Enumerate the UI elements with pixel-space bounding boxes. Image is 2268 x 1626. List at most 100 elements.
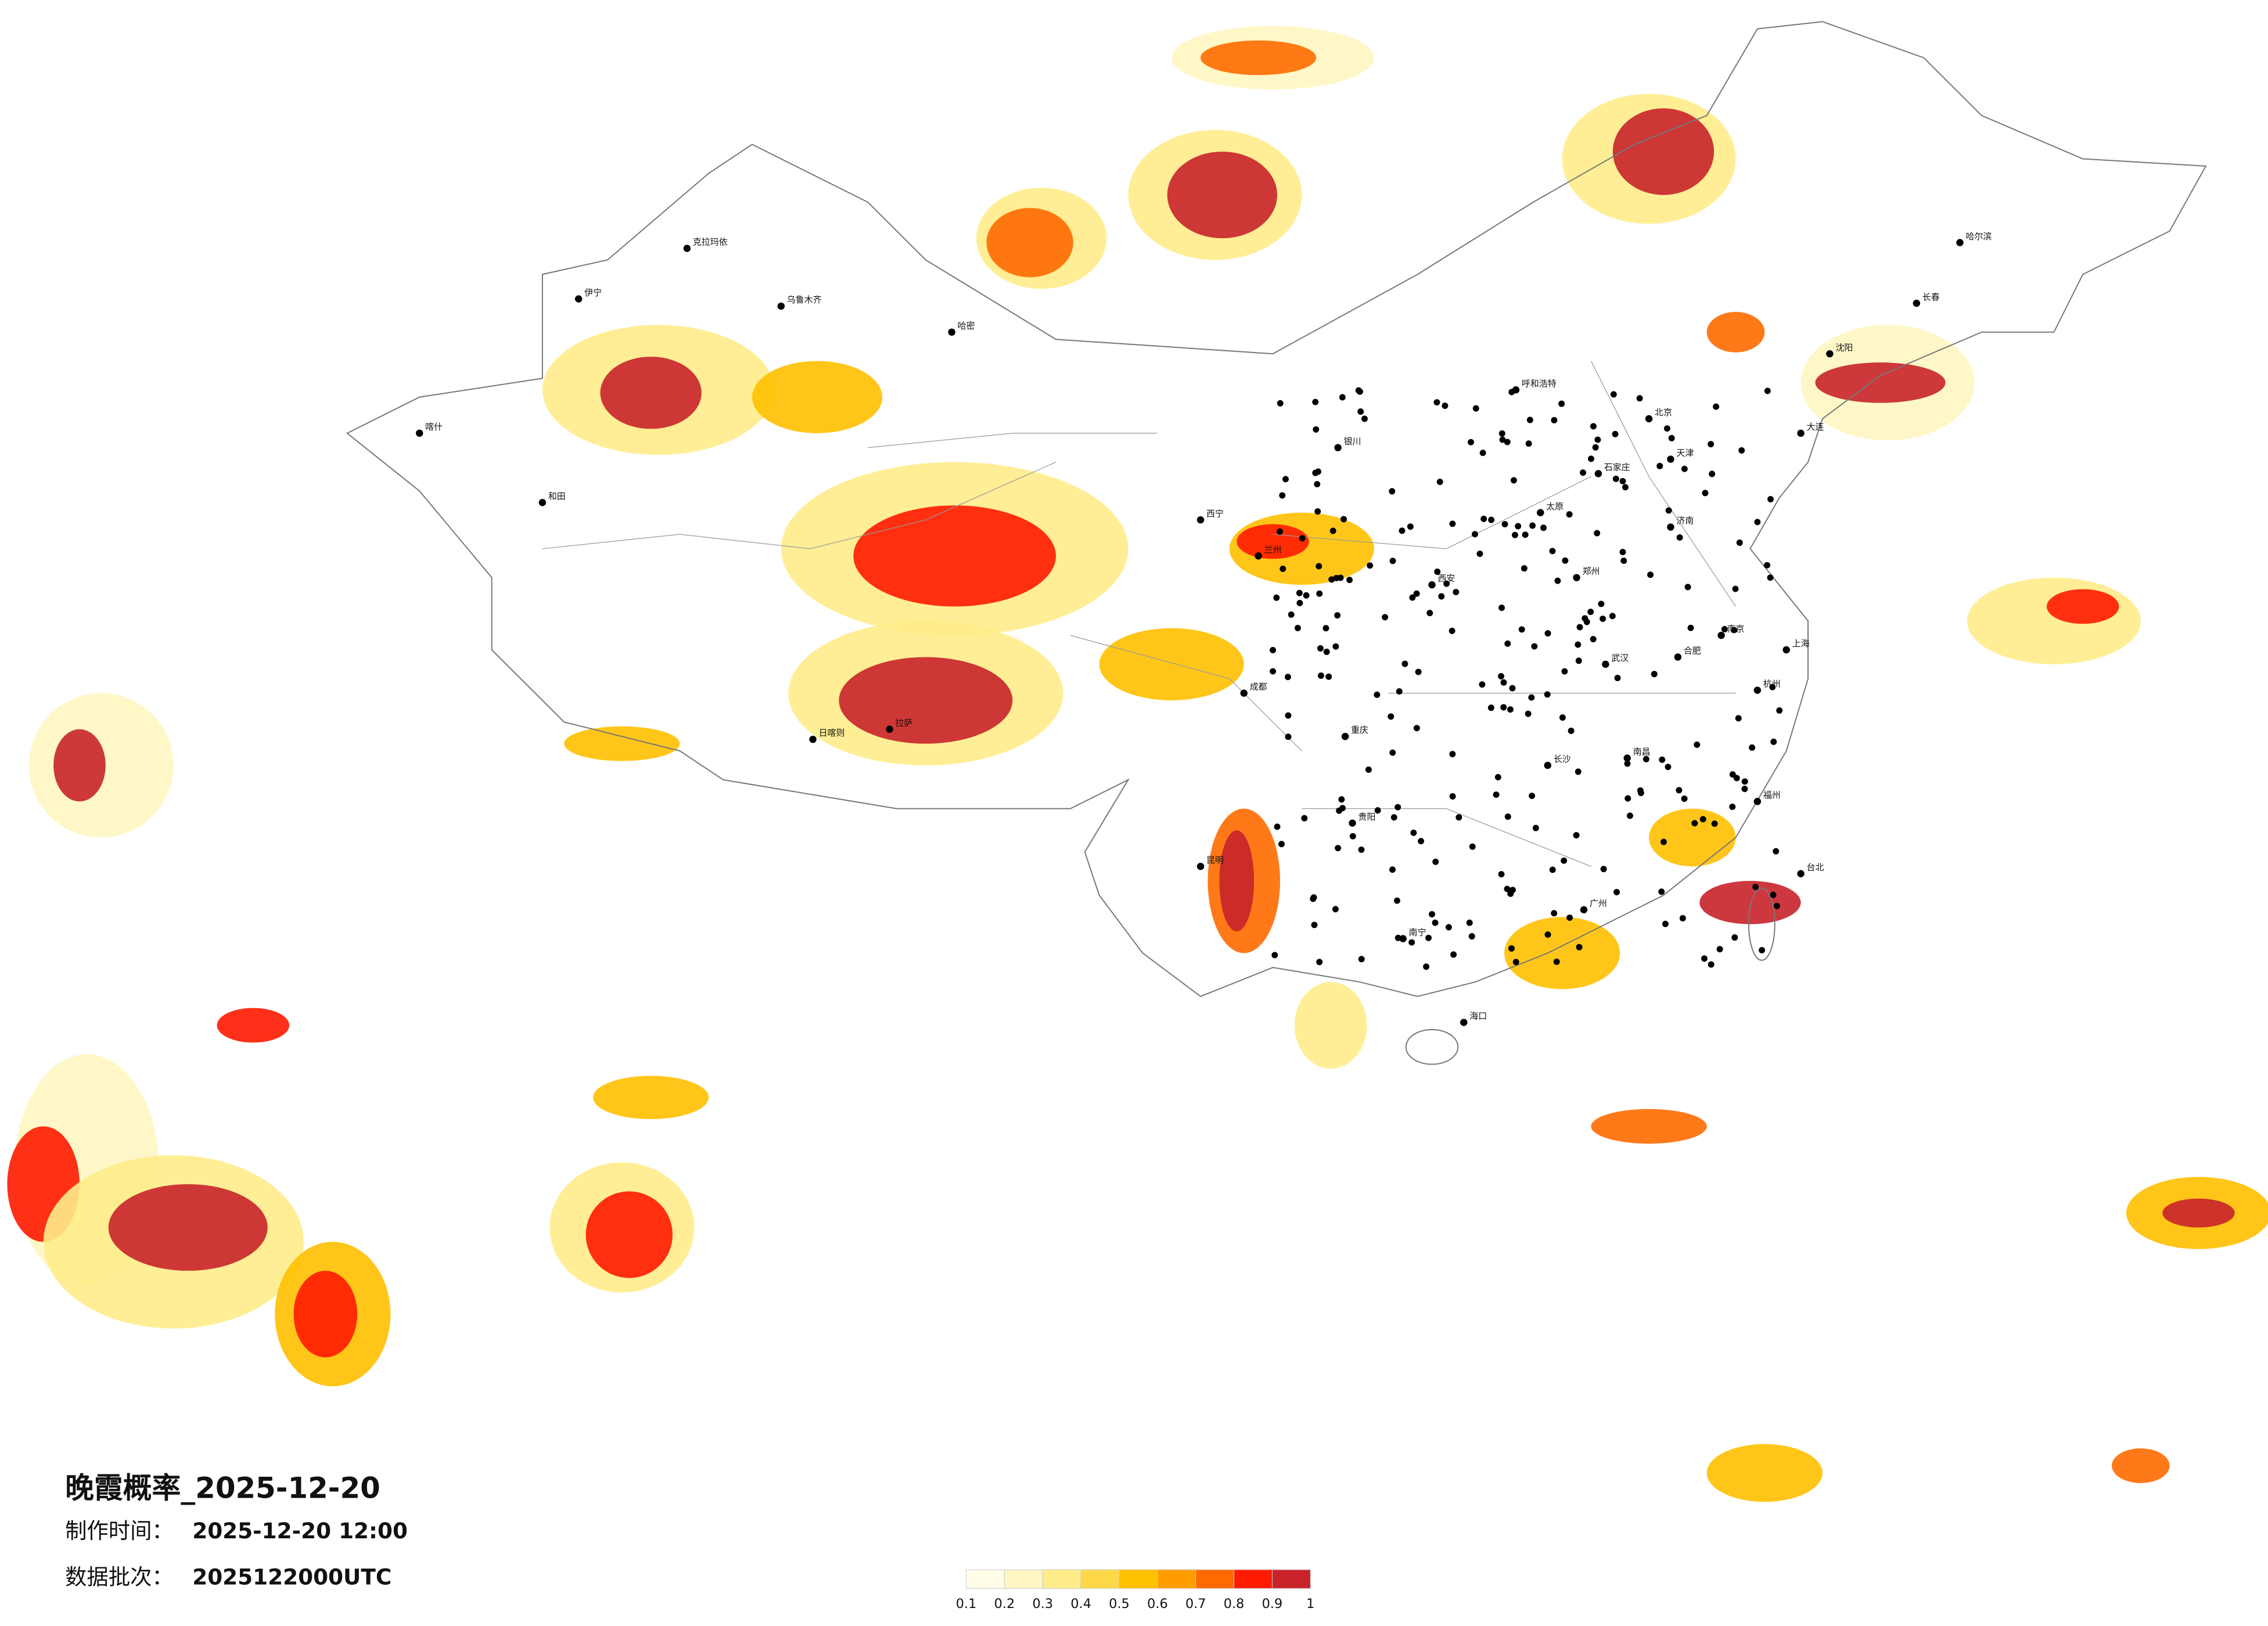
station-dot <box>1594 530 1601 537</box>
city-label: 兰州 <box>1264 544 1282 555</box>
station-dot <box>1311 922 1318 929</box>
station-dot <box>1294 624 1301 631</box>
station-dot <box>1468 933 1475 940</box>
station-dot <box>1339 394 1346 401</box>
legend-swatch <box>1080 1569 1120 1589</box>
probability-blob <box>752 361 883 434</box>
station-dot <box>1479 681 1486 688</box>
station-dot <box>1732 585 1739 592</box>
city-dot <box>1255 552 1262 560</box>
station-dot <box>1279 492 1286 499</box>
station-dot <box>1279 566 1286 572</box>
station-dot <box>1668 434 1675 441</box>
legend-tick-label: 0.9 <box>1262 1596 1283 1611</box>
probability-blob <box>600 357 702 429</box>
station-dot <box>1296 589 1303 596</box>
station-dot <box>1774 902 1780 909</box>
station-dot <box>1479 449 1486 456</box>
station-dot <box>1332 643 1339 650</box>
station-dot <box>1277 528 1284 535</box>
station-dot <box>1573 832 1580 839</box>
station-dot <box>1316 590 1323 597</box>
legend-tick-label: 0.6 <box>1147 1596 1168 1611</box>
station-dot <box>1575 657 1582 664</box>
station-dot <box>1752 883 1759 890</box>
station-dot <box>1741 778 1748 785</box>
station-dot <box>1450 951 1457 958</box>
city-label: 乌鲁木齐 <box>787 294 822 305</box>
country-outline <box>346 21 2207 997</box>
probability-blob <box>1504 917 1620 990</box>
station-dot <box>1559 714 1566 721</box>
station-dot <box>1736 539 1743 546</box>
city-label: 武汉 <box>1611 653 1629 663</box>
city-label: 天津 <box>1676 448 1694 458</box>
probability-blob <box>1591 1109 1707 1144</box>
station-dot <box>1587 455 1594 462</box>
station-dot <box>1738 447 1745 454</box>
station-dot <box>1317 645 1324 652</box>
stations <box>415 239 1964 1026</box>
city-dot <box>1667 455 1674 463</box>
city-label: 哈尔滨 <box>1965 231 1992 242</box>
station-dot <box>1614 675 1621 681</box>
station-dot <box>1699 816 1706 823</box>
station-dot <box>1480 515 1487 522</box>
legend-swatch <box>1119 1569 1158 1589</box>
station-dot <box>1515 523 1522 530</box>
station-dot <box>1310 895 1317 902</box>
city-label: 台北 <box>1807 862 1824 873</box>
station-dot <box>1561 668 1568 675</box>
station-dot <box>1622 484 1629 491</box>
probability-blob <box>1201 40 1317 75</box>
station-dot <box>1337 574 1344 581</box>
probability-blob <box>108 1184 268 1271</box>
station-dot <box>1609 613 1616 620</box>
city-label: 喀什 <box>425 422 443 432</box>
station-dot <box>1733 775 1740 782</box>
city-label: 广州 <box>1590 898 1607 909</box>
station-dot <box>1388 713 1394 720</box>
station-dot <box>1626 812 1633 819</box>
station-dot <box>1332 906 1339 913</box>
city-dot <box>1602 660 1609 668</box>
station-dot <box>1488 516 1495 523</box>
station-dot <box>1711 820 1718 827</box>
station-dot <box>1525 710 1532 717</box>
station-dot <box>1498 430 1505 437</box>
station-dot <box>1529 792 1536 799</box>
station-dot <box>1566 511 1573 518</box>
province-borders <box>542 361 1737 867</box>
station-dot <box>1531 643 1538 650</box>
station-dot <box>1540 524 1547 531</box>
station-dot <box>1443 580 1450 587</box>
city-label: 南宁 <box>1409 927 1426 937</box>
station-dot <box>1610 391 1617 398</box>
city-label: 伊宁 <box>584 287 602 298</box>
station-dot <box>1389 866 1396 873</box>
station-dot <box>1313 426 1320 433</box>
station-dot <box>1731 627 1738 634</box>
station-dot <box>1389 557 1396 564</box>
probability-blob <box>1099 628 1244 701</box>
probability-blob <box>1167 152 1278 239</box>
station-dot <box>1701 955 1708 962</box>
city-label: 和田 <box>548 491 566 501</box>
station-dot <box>1716 946 1723 952</box>
city-dot <box>1196 862 1205 870</box>
station-dot <box>1270 647 1277 653</box>
probability-blob <box>853 505 1056 607</box>
station-dot <box>1501 521 1508 528</box>
station-dot <box>1525 440 1532 447</box>
station-dot <box>1346 577 1353 584</box>
station-dot <box>1613 888 1620 895</box>
station-dot <box>1323 649 1330 655</box>
station-dot <box>1587 609 1594 616</box>
station-dot <box>1329 527 1336 534</box>
city-dot <box>1196 516 1205 524</box>
station-dot <box>1576 624 1583 631</box>
station-dot <box>1665 764 1672 771</box>
station-dot <box>1429 911 1436 918</box>
station-dot <box>1770 738 1777 745</box>
station-dot <box>1472 405 1479 412</box>
